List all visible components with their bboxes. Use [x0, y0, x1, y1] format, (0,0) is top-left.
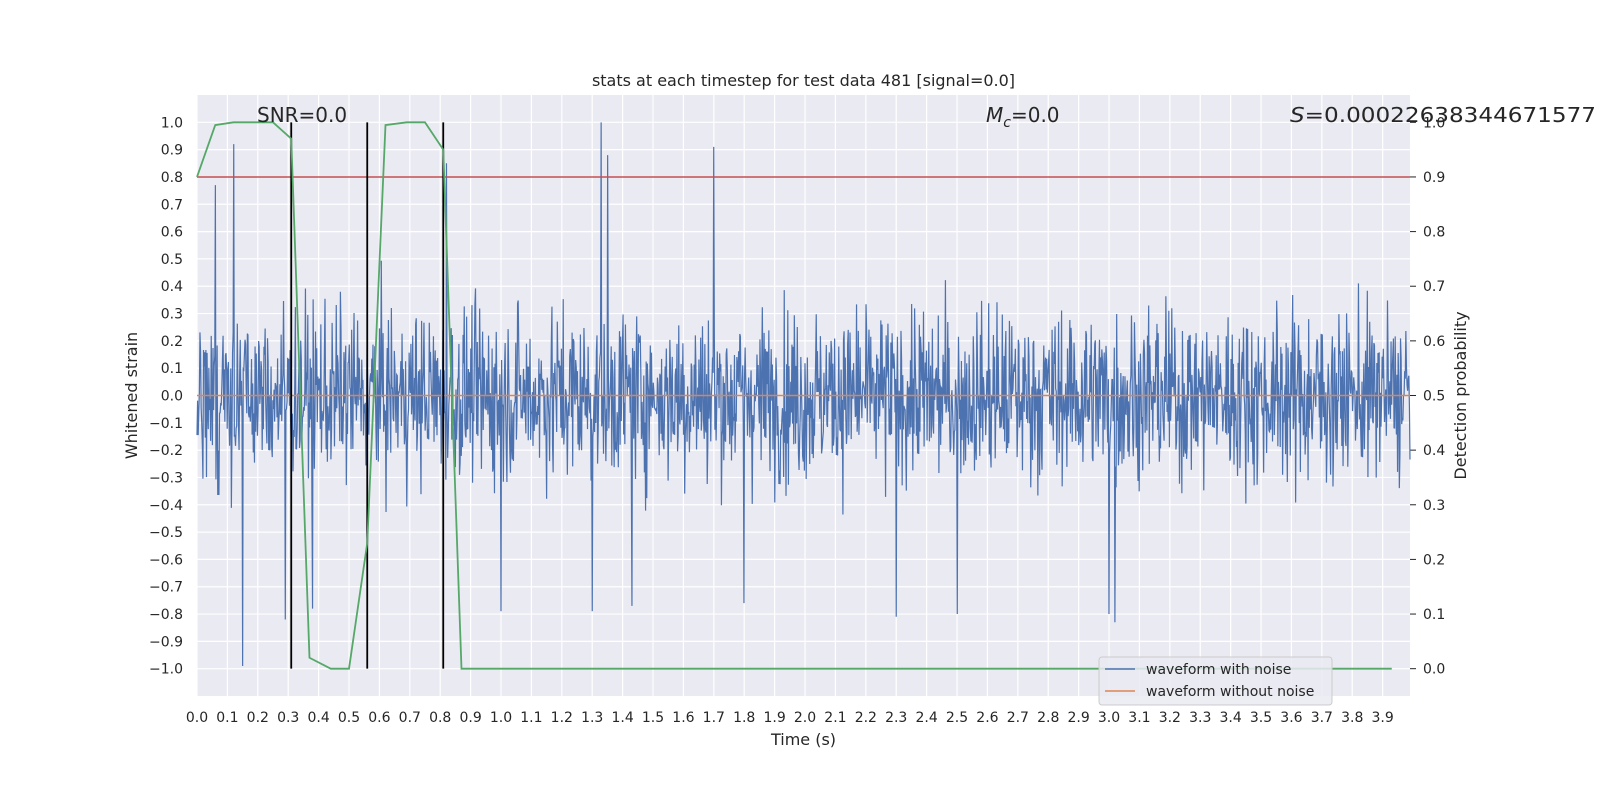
series-waveform-with-noise [196, 122, 1411, 666]
x-tick-label: 1.9 [763, 710, 785, 726]
x-tick-label: 1.1 [520, 710, 542, 726]
y-tick-label: 0.3 [161, 307, 183, 323]
legend-label-noise: waveform with noise [1146, 662, 1291, 678]
x-tick-label: 3.0 [1098, 710, 1120, 726]
y2-tick-label: 0.5 [1423, 389, 1445, 405]
legend-label-clean: waveform without noise [1146, 684, 1314, 700]
x-tick-label: 1.4 [611, 710, 633, 726]
y-tick-label: −1.0 [149, 662, 183, 678]
x-tick-label: 3.6 [1280, 710, 1302, 726]
x-tick-label: 0.2 [247, 710, 269, 726]
y2-tick-label: 1.0 [1423, 115, 1445, 131]
y2-axis-label: Detection probability [1451, 311, 1470, 479]
x-tick-label: 1.7 [703, 710, 725, 726]
y-tick-label: 0.4 [161, 279, 183, 295]
y2-tick-label: 0.4 [1423, 443, 1445, 459]
x-tick-label: 2.6 [976, 710, 998, 726]
x-tick-label: 2.0 [794, 710, 816, 726]
y-tick-label: 0.8 [161, 170, 183, 186]
y2-tick-label: 0.7 [1423, 279, 1445, 295]
x-tick-label: 0.4 [307, 710, 329, 726]
x-tick-label: 3.2 [1159, 710, 1181, 726]
x-tick-label: 1.8 [733, 710, 755, 726]
x-tick-label: 0.3 [277, 710, 299, 726]
x-tick-label: 0.8 [429, 710, 451, 726]
x-tick-label: 1.6 [672, 710, 694, 726]
x-tick-label: 3.1 [1128, 710, 1150, 726]
x-tick-label: 3.8 [1341, 710, 1363, 726]
y-tick-label: −0.8 [149, 607, 183, 623]
x-tick-label: 0.1 [216, 710, 238, 726]
x-tick-label: 3.4 [1220, 710, 1242, 726]
y-tick-label: 0.9 [161, 143, 183, 159]
x-axis-ticks: 0.0 0.1 0.2 0.3 0.4 0.5 0.6 0.7 0.8 0.9 1.0 1.1 1.2 1… [186, 710, 1394, 726]
y2-tick-label: 0.6 [1423, 334, 1445, 350]
x-tick-label: 2.8 [1037, 710, 1059, 726]
y-tick-label: 1.0 [161, 115, 183, 131]
x-tick-label: 0.6 [368, 710, 390, 726]
y-tick-label: −0.2 [149, 443, 183, 459]
y2-tick-label: 0.1 [1423, 607, 1445, 623]
y-tick-label: 0.6 [161, 225, 183, 241]
x-tick-label: 3.5 [1250, 710, 1272, 726]
y-tick-label: −0.4 [149, 498, 183, 514]
x-tick-label: 2.4 [915, 710, 937, 726]
chart-title: stats at each timestep for test data 481… [592, 71, 1015, 90]
y-tick-label: 0.1 [161, 361, 183, 377]
x-tick-label: 3.9 [1372, 710, 1394, 726]
legend: waveform with noise waveform without noi… [1098, 656, 1333, 706]
y-tick-label: −0.5 [149, 525, 183, 541]
x-tick-label: 2.1 [824, 710, 846, 726]
y2-tick-label: 0.8 [1423, 225, 1445, 241]
annotation-s: S=0.00022638344671577 [1290, 103, 1596, 127]
x-tick-label: 2.7 [1007, 710, 1029, 726]
y2-axis-ticks: 1.0 0.9 0.8 0.7 0.6 0.5 0.4 0.3 0.2 0.1 0.0 [1410, 115, 1445, 678]
y-tick-label: −0.6 [149, 552, 183, 568]
x-tick-label: 0.9 [459, 710, 481, 726]
series-detection-probability [196, 121, 1392, 670]
x-tick-label: 3.3 [1189, 710, 1211, 726]
annotation-chirp-mass: Mc=0.0 [986, 103, 1060, 131]
annotation-snr: SNR=0.0 [257, 103, 347, 127]
y-tick-label: −0.1 [149, 416, 183, 432]
y-tick-label: −0.3 [149, 470, 183, 486]
y-axis-ticks: 1.0 0.9 0.8 0.7 0.6 0.5 0.4 0.3 0.2 0.1 0.0 −0.1 −0.… [149, 115, 183, 677]
legend-box [1098, 656, 1333, 706]
x-tick-label: 2.5 [946, 710, 968, 726]
y-axis-label: Whitened strain [122, 332, 141, 459]
x-tick-label: 0.7 [399, 710, 421, 726]
x-tick-label: 2.9 [1067, 710, 1089, 726]
x-tick-label: 0.0 [186, 710, 208, 726]
y-tick-label: 0.5 [161, 252, 183, 268]
x-tick-label: 3.7 [1311, 710, 1333, 726]
y2-tick-label: 0.9 [1423, 170, 1445, 186]
x-tick-label: 1.3 [581, 710, 603, 726]
x-tick-label: 2.2 [855, 710, 877, 726]
x-tick-label: 1.2 [551, 710, 573, 726]
x-axis-label: Time (s) [770, 730, 836, 749]
y-tick-label: 0.2 [161, 334, 183, 350]
x-tick-label: 2.3 [885, 710, 907, 726]
y2-tick-label: 0.2 [1423, 552, 1445, 568]
y-tick-label: −0.7 [149, 580, 183, 596]
y-tick-label: 0.0 [161, 389, 183, 405]
y2-tick-label: 0.0 [1423, 662, 1445, 678]
y-tick-label: −0.9 [149, 634, 183, 650]
x-tick-label: 1.5 [642, 710, 664, 726]
y-tick-label: 0.7 [161, 197, 183, 213]
x-tick-label: 0.5 [338, 710, 360, 726]
x-tick-label: 1.0 [490, 710, 512, 726]
vertical-markers [290, 122, 445, 669]
y2-tick-label: 0.3 [1423, 498, 1445, 514]
